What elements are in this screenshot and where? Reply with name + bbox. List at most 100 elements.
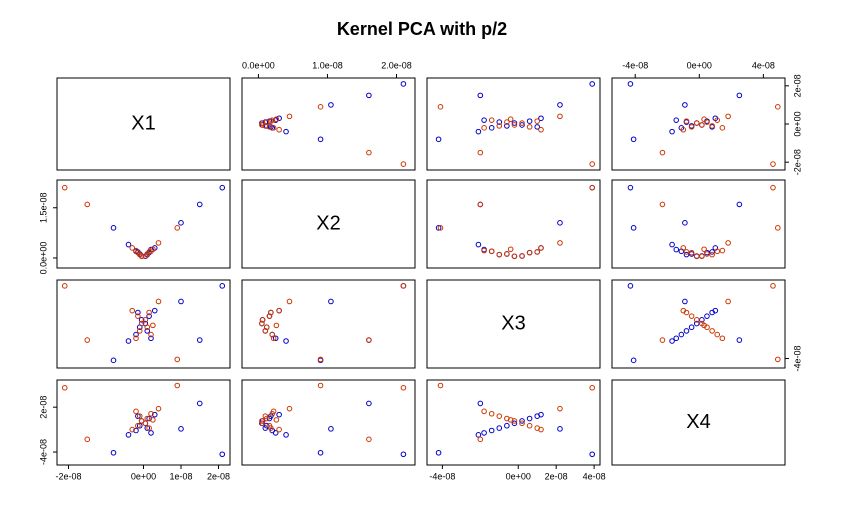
point (519, 420, 525, 427)
point (557, 220, 563, 226)
point (526, 249, 533, 256)
point (693, 317, 700, 323)
point (219, 184, 226, 191)
panel (241, 179, 416, 269)
point (526, 415, 533, 422)
point (719, 125, 726, 131)
point (129, 426, 136, 433)
point (589, 161, 596, 167)
point (178, 426, 184, 432)
x-tick-label: 1e-08 (169, 471, 192, 481)
point (138, 317, 145, 323)
point (589, 451, 596, 458)
point (125, 432, 132, 438)
point (136, 328, 143, 334)
point (286, 405, 293, 412)
point (144, 328, 151, 334)
point (709, 249, 715, 255)
x-tick-label: 0.0e+00 (242, 60, 275, 70)
variable-label: X1 (131, 112, 155, 134)
point (135, 422, 141, 429)
panel (426, 179, 601, 269)
point (659, 201, 666, 208)
point (142, 420, 149, 427)
point (125, 338, 132, 344)
variable-label: X2 (316, 212, 340, 234)
point (133, 427, 139, 434)
panel (241, 379, 416, 466)
point (283, 432, 289, 438)
point (534, 124, 541, 130)
y-tick-label: -4e-08 (792, 345, 802, 371)
point (714, 331, 721, 338)
point (496, 123, 503, 129)
point (148, 410, 154, 417)
point (317, 136, 324, 143)
panel (611, 379, 786, 466)
point (496, 413, 503, 419)
point (481, 247, 487, 254)
point (557, 426, 563, 432)
point (263, 415, 270, 422)
point (519, 253, 525, 259)
point (110, 225, 117, 231)
point (144, 324, 151, 331)
point (155, 298, 162, 305)
point (678, 331, 685, 338)
point (259, 420, 266, 427)
point (770, 161, 776, 167)
point (704, 313, 710, 319)
point (511, 418, 518, 424)
point (273, 116, 280, 123)
point (475, 241, 482, 248)
point (693, 120, 700, 126)
point (682, 102, 688, 108)
point (259, 320, 265, 327)
point (263, 422, 270, 429)
point (557, 113, 563, 120)
point (155, 405, 162, 412)
point (437, 382, 444, 389)
point (268, 118, 274, 124)
point (135, 313, 141, 319)
point (630, 136, 637, 143)
point (477, 201, 484, 208)
point (276, 115, 282, 122)
point (673, 246, 680, 253)
y-tick-label: 0.0e+00 (38, 242, 48, 275)
point (144, 415, 151, 422)
point (693, 320, 700, 327)
point (725, 113, 731, 120)
point (125, 241, 132, 248)
point (196, 400, 203, 407)
point (84, 436, 91, 443)
point (669, 241, 675, 248)
point (511, 120, 518, 126)
point (400, 81, 407, 87)
point (400, 161, 407, 167)
point (688, 124, 695, 130)
y-tick-label: 0e+00 (792, 111, 802, 136)
point (627, 81, 634, 87)
point (263, 324, 270, 331)
point (477, 400, 484, 407)
point (437, 104, 444, 110)
point (519, 122, 525, 128)
point (150, 322, 156, 329)
point (196, 337, 203, 343)
point (133, 331, 139, 338)
point (659, 149, 666, 156)
point (219, 283, 226, 289)
panel (56, 77, 231, 171)
point (174, 382, 181, 389)
point (701, 322, 707, 329)
point (701, 246, 707, 253)
point (714, 117, 721, 123)
y-tick-label: 1.5e-08 (38, 193, 48, 224)
point (682, 298, 688, 305)
point (496, 425, 503, 431)
point (400, 283, 407, 289)
point (133, 408, 139, 415)
point (488, 410, 495, 417)
point (268, 425, 274, 431)
